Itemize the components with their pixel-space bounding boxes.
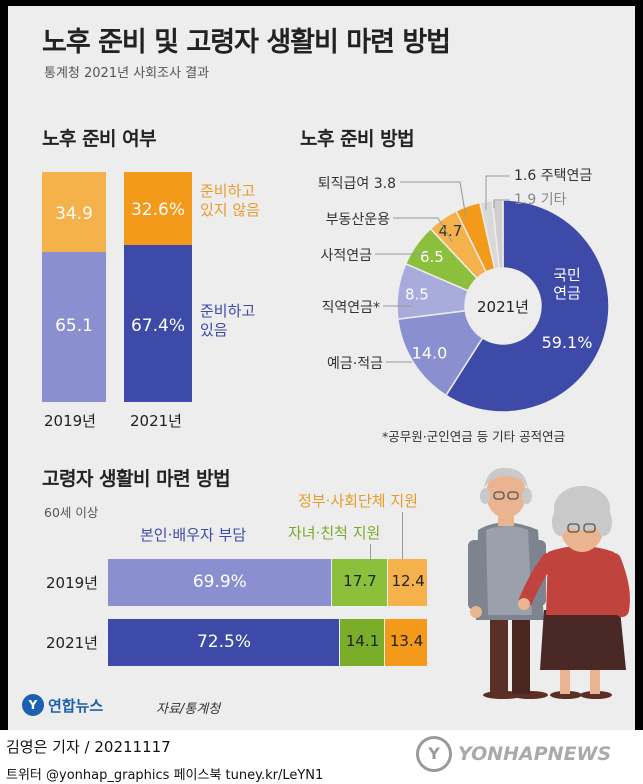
hbar-0-0 xyxy=(108,559,331,606)
elderly-couple-illustration xyxy=(468,467,630,699)
pie-slice-0 xyxy=(444,199,610,413)
watermark: Y YONHAPNEWS xyxy=(416,736,611,772)
legend-children-relatives: 자녀·친척 지원 xyxy=(288,524,381,542)
yonhap-logo: Y 연합뉴스 xyxy=(22,694,103,716)
pie-leader-realestate xyxy=(393,217,453,243)
pie-center-label: 2021년 xyxy=(477,298,529,316)
legend-government-social: 정부·사회단체 지원 xyxy=(298,492,418,510)
leader-children-relatives xyxy=(370,544,371,559)
hbar-0-1 xyxy=(331,559,388,606)
pie-value-4: 4.7 xyxy=(438,222,462,240)
infographic-card: 노후 준비 및 고령자 생활비 마련 방법 통계청 2021년 사회조사 결과 … xyxy=(8,6,635,730)
bar-2019-not-prepared xyxy=(42,172,106,252)
footer: 김영은 기자 / 20211117 트위터 @yonhap_graphics 페… xyxy=(0,730,643,784)
legend-not-prepared: 준비하고 있지 않음 xyxy=(200,182,260,219)
leader-government-social xyxy=(402,512,403,559)
hbar-1-2 xyxy=(385,619,427,666)
row-label-2021: 2021년 xyxy=(46,634,98,652)
hbar-label-1-1: 14.1 xyxy=(345,632,380,650)
pie-label-deposit: 예금·적금 xyxy=(327,356,383,372)
byline: 김영은 기자 / 20211117 xyxy=(6,738,171,756)
source-label: 자료/통계청 xyxy=(156,702,221,717)
bar-2021-not-prepared xyxy=(124,172,192,245)
legend-self-spouse: 본인·배우자 부담 xyxy=(140,526,247,544)
x-label-2021: 2021년 xyxy=(130,412,182,430)
hbar-label-1-2: 13.4 xyxy=(389,632,424,650)
watermark-logo-icon: Y xyxy=(416,736,452,772)
pie-footnote: *공무원·군인연금 등 기타 공적연금 xyxy=(382,429,566,444)
hbar-0-2 xyxy=(388,559,427,606)
hbar-label-0-2: 12.4 xyxy=(391,572,425,590)
bar-2019-prepared xyxy=(42,252,106,402)
pie-leader-other xyxy=(493,199,510,208)
pie-label-housing: 1.6 주택연금 xyxy=(514,168,592,184)
page-subtitle: 통계청 2021년 사회조사 결과 xyxy=(44,66,210,81)
pie-label-national-1: 국민 xyxy=(553,266,581,284)
pie-label-retirement: 퇴직급여 3.8 xyxy=(318,176,396,192)
watermark-text: YONHAPNEWS xyxy=(458,743,612,765)
bar-label-2019-prepared: 65.1 xyxy=(55,316,93,336)
hbar-1-1 xyxy=(340,619,385,666)
pie-label-national-2: 연금 xyxy=(553,284,581,302)
row-label-2019: 2019년 xyxy=(46,574,98,592)
legend-prepared: 준비하고 있음 xyxy=(200,302,256,339)
hbar-label-0-1: 17.7 xyxy=(343,572,377,590)
yonhap-logo-icon: Y xyxy=(22,694,44,716)
bar-label-2021-prepared: 67.4% xyxy=(130,316,185,336)
hbar-label-1-0: 72.5% xyxy=(196,632,251,652)
bar-label-2019-not-prepared: 34.9 xyxy=(55,204,93,224)
yonhap-logo-text: 연합뉴스 xyxy=(48,696,104,715)
bar-2021-prepared xyxy=(124,245,192,402)
pie-leader-housing xyxy=(485,175,510,210)
hbar-1-0 xyxy=(108,619,339,666)
living-cost-subtitle: 60세 이상 xyxy=(44,505,99,520)
prep-status-title: 노후 준비 여부 xyxy=(42,128,157,150)
pie-value-2: 8.5 xyxy=(405,286,429,304)
bar-label-2021-not-prepared: 32.6% xyxy=(130,200,185,220)
pie-label-occupational: 직역연금* xyxy=(321,300,380,316)
x-label-2019: 2019년 xyxy=(44,412,96,430)
pie-value-national: 59.1% xyxy=(542,333,593,352)
prep-method-title: 노후 준비 방법 xyxy=(300,128,415,150)
pie-label-private: 사적연금 xyxy=(320,248,372,264)
pie-label-other: 1.9 기타 xyxy=(514,192,567,208)
social-links: 트위터 @yonhap_graphics 페이스북 tuney.kr/LeYN1 xyxy=(6,768,324,783)
pie-label-realestate: 부동산운용 xyxy=(326,212,391,228)
pie-value-1: 14.0 xyxy=(412,343,448,362)
hbar-label-0-0: 69.9% xyxy=(192,572,247,592)
page-title: 노후 준비 및 고령자 생활비 마련 방법 xyxy=(42,27,451,58)
pie-leader-retirement xyxy=(400,181,467,219)
living-cost-title: 고령자 생활비 마련 방법 xyxy=(42,468,231,490)
pie-value-3: 6.5 xyxy=(420,248,444,266)
